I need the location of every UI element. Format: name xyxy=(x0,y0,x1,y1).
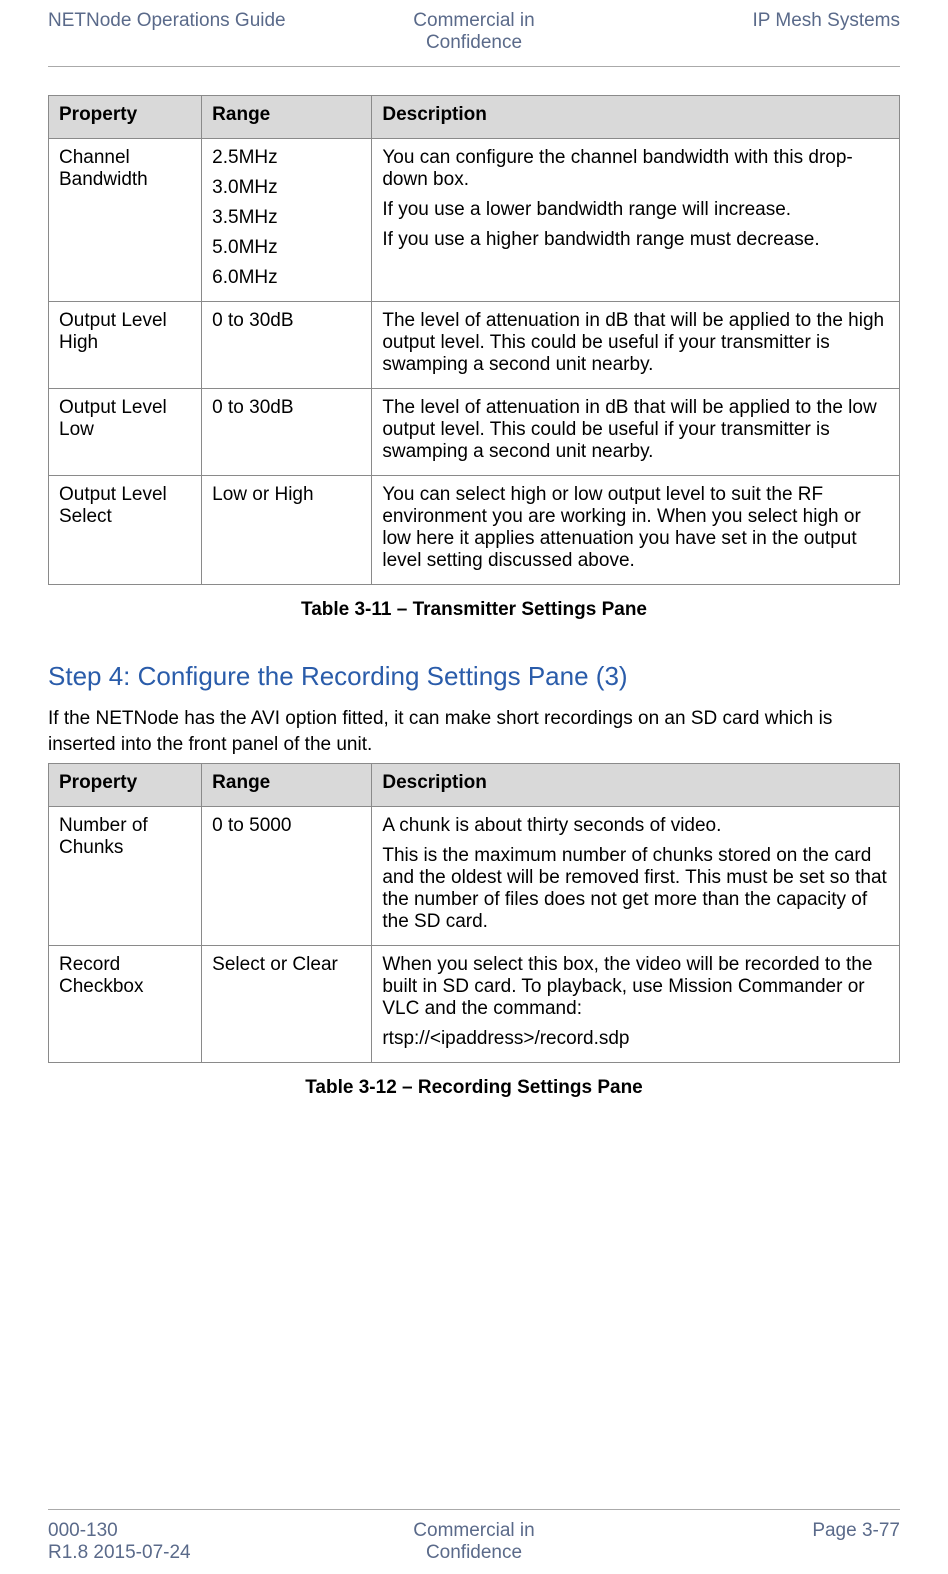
desc-p: When you select this box, the video will… xyxy=(382,954,889,1020)
table-header-row: Property Range Description xyxy=(49,96,900,139)
cell-range: 0 to 30dB xyxy=(202,302,372,389)
range-item: 3.0MHz xyxy=(212,177,361,199)
table-row: Channel Bandwidth 2.5MHz 3.0MHz 3.5MHz 5… xyxy=(49,139,900,302)
header-left: NETNode Operations Guide xyxy=(48,10,332,32)
cell-range: 2.5MHz 3.0MHz 3.5MHz 5.0MHz 6.0MHz xyxy=(202,139,372,302)
footer-center: Commercial in Confidence xyxy=(332,1520,616,1564)
footer-center-line2: Confidence xyxy=(426,1542,522,1563)
cell-description: The level of attenuation in dB that will… xyxy=(372,389,900,476)
table-row: Record Checkbox Select or Clear When you… xyxy=(49,946,900,1063)
cell-description: When you select this box, the video will… xyxy=(372,946,900,1063)
col-property: Property xyxy=(49,764,202,807)
col-range: Range xyxy=(202,96,372,139)
header-center-line1: Commercial in xyxy=(413,10,534,31)
desc-p: You can select high or low output level … xyxy=(382,484,889,572)
cell-range: Low or High xyxy=(202,476,372,585)
desc-p: rtsp://<ipaddress>/record.sdp xyxy=(382,1028,889,1050)
table-row: Number of Chunks 0 to 5000 A chunk is ab… xyxy=(49,807,900,946)
page-footer: 000-130 R1.8 2015-07-24 Commercial in Co… xyxy=(48,1509,900,1564)
col-description: Description xyxy=(372,96,900,139)
desc-p: The level of attenuation in dB that will… xyxy=(382,310,889,376)
section-intro: If the NETNode has the AVI option fitted… xyxy=(48,706,900,757)
recording-settings-table: Property Range Description Number of Chu… xyxy=(48,763,900,1063)
range-item: 5.0MHz xyxy=(212,237,361,259)
cell-property: Number of Chunks xyxy=(49,807,202,946)
cell-property: Record Checkbox xyxy=(49,946,202,1063)
table-row: Output Level Select Low or High You can … xyxy=(49,476,900,585)
footer-left-line1: 000-130 xyxy=(48,1520,118,1541)
footer-left-line2: R1.8 2015-07-24 xyxy=(48,1542,191,1563)
col-property: Property xyxy=(49,96,202,139)
document-page: NETNode Operations Guide Commercial in C… xyxy=(0,0,948,1574)
desc-p: A chunk is about thirty seconds of video… xyxy=(382,815,889,837)
cell-description: The level of attenuation in dB that will… xyxy=(372,302,900,389)
cell-range: Select or Clear xyxy=(202,946,372,1063)
desc-p: If you use a higher bandwidth range must… xyxy=(382,229,889,251)
desc-p: If you use a lower bandwidth range will … xyxy=(382,199,889,221)
cell-range: 0 to 5000 xyxy=(202,807,372,946)
header-center: Commercial in Confidence xyxy=(332,10,616,54)
cell-description: You can configure the channel bandwidth … xyxy=(372,139,900,302)
header-right: IP Mesh Systems xyxy=(616,10,900,32)
cell-property: Channel Bandwidth xyxy=(49,139,202,302)
footer-right: Page 3-77 xyxy=(616,1520,900,1564)
table-header-row: Property Range Description xyxy=(49,764,900,807)
desc-p: You can configure the channel bandwidth … xyxy=(382,147,889,191)
col-description: Description xyxy=(372,764,900,807)
cell-description: You can select high or low output level … xyxy=(372,476,900,585)
range-item: 2.5MHz xyxy=(212,147,361,169)
range-item: 6.0MHz xyxy=(212,267,361,289)
cell-property: Output Level High xyxy=(49,302,202,389)
cell-range: 0 to 30dB xyxy=(202,389,372,476)
header-center-line2: Confidence xyxy=(426,32,522,53)
cell-description: A chunk is about thirty seconds of video… xyxy=(372,807,900,946)
transmitter-settings-table: Property Range Description Channel Bandw… xyxy=(48,95,900,585)
cell-property: Output Level Select xyxy=(49,476,202,585)
table-row: Output Level Low 0 to 30dB The level of … xyxy=(49,389,900,476)
step-heading: Step 4: Configure the Recording Settings… xyxy=(48,661,900,692)
table-row: Output Level High 0 to 30dB The level of… xyxy=(49,302,900,389)
col-range: Range xyxy=(202,764,372,807)
footer-center-line1: Commercial in xyxy=(413,1520,534,1541)
range-item: 3.5MHz xyxy=(212,207,361,229)
desc-p: The level of attenuation in dB that will… xyxy=(382,397,889,463)
table-caption: Table 3-11 – Transmitter Settings Pane xyxy=(48,599,900,621)
cell-property: Output Level Low xyxy=(49,389,202,476)
table-caption: Table 3-12 – Recording Settings Pane xyxy=(48,1077,900,1099)
page-header: NETNode Operations Guide Commercial in C… xyxy=(48,10,900,67)
desc-p: This is the maximum number of chunks sto… xyxy=(382,845,889,933)
footer-left: 000-130 R1.8 2015-07-24 xyxy=(48,1520,332,1564)
